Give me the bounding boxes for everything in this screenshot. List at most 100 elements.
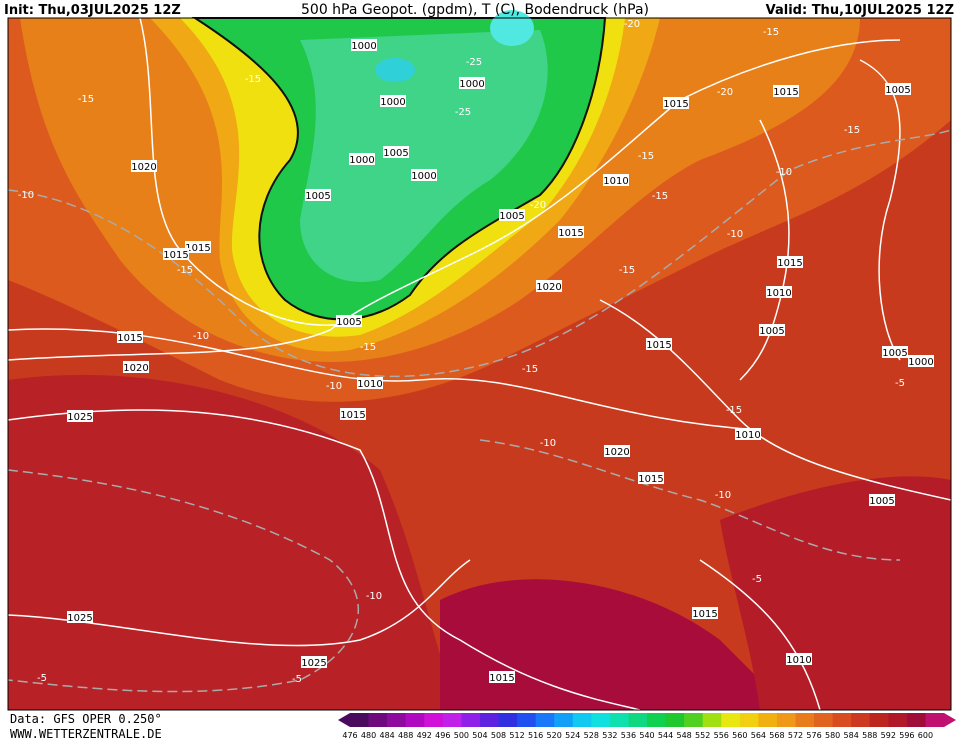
pressure-label: 1005: [305, 189, 331, 202]
pressure-label-text: 1005: [383, 148, 408, 159]
pressure-label-box: [185, 241, 211, 253]
pressure-label: 1015: [663, 97, 689, 110]
colorbar-label: 512: [509, 731, 524, 740]
colorbar-label: 508: [491, 731, 506, 740]
pressure-label: 1005: [499, 209, 525, 222]
colorbar-label: 548: [676, 731, 691, 740]
colorbar-label: 532: [602, 731, 617, 740]
temperature-label-text: -15: [638, 151, 654, 162]
colorbar-swatch: [869, 713, 889, 727]
temperature-label: -5: [37, 673, 47, 684]
pressure-label: 1015: [163, 248, 189, 261]
isotherms: [7, 129, 952, 693]
pressure-label-text: 1000: [459, 79, 484, 90]
pressure-label-box: [558, 226, 584, 238]
colorbar-label: 536: [621, 731, 636, 740]
pressure-label-box: [638, 472, 664, 484]
pressure-label: 1005: [383, 146, 409, 159]
pressure-label-text: 1010: [603, 176, 628, 187]
pressure-label-box: [786, 653, 812, 665]
temperature-label-text: -10: [776, 167, 792, 178]
valid-time: Valid: Thu,10JUL2025 12Z: [766, 3, 954, 18]
temperature-label: -15: [360, 342, 376, 353]
pressure-label: 1020: [131, 160, 157, 173]
colorbar-swatch: [554, 713, 574, 727]
pressure-label: 1015: [773, 85, 799, 98]
colorbar-swatch: [628, 713, 648, 727]
temperature-label: -25: [455, 107, 471, 118]
temperature-label: -10: [326, 381, 342, 392]
colorbar-swatch: [647, 713, 667, 727]
pressure-label: 1020: [604, 445, 630, 458]
pressure-label-text: 1000: [380, 97, 405, 108]
temperature-label-text: -15: [844, 125, 860, 136]
colorbar-swatch: [851, 713, 871, 727]
colorbar-swatch: [479, 713, 499, 727]
pressure-label-text: 1010: [766, 288, 791, 299]
colorbar-label: 476: [342, 731, 357, 740]
contour-labels: 1000100010001000100510001005100510151015…: [18, 19, 934, 685]
pressure-label-text: 1015: [489, 673, 514, 684]
temperature-label: -10: [366, 591, 382, 602]
temperature-label: -15: [522, 364, 538, 375]
pressure-label-text: 1015: [663, 99, 688, 110]
colorbar-label: 600: [918, 731, 933, 740]
temperature-label-text: -15: [522, 364, 538, 375]
pressure-label-text: 1015: [692, 609, 717, 620]
temperature-label: -10: [727, 229, 743, 240]
pressure-label-text: 1000: [349, 155, 374, 166]
pressure-label-text: 1025: [67, 412, 92, 423]
colorbar-swatch: [795, 713, 815, 727]
colorbar-swatch: [424, 713, 444, 727]
colorbar-swatch: [684, 713, 704, 727]
temperature-label: -15: [652, 191, 668, 202]
field-cyan: [490, 10, 534, 46]
pressure-label: 1000: [411, 169, 437, 182]
pressure-label-text: 1020: [123, 363, 148, 374]
pressure-label-text: 1020: [131, 162, 156, 173]
colorbar-label: 576: [806, 731, 821, 740]
pressure-label-box: [735, 428, 761, 440]
colorbar-swatch: [776, 713, 796, 727]
temperature-label: -15: [844, 125, 860, 136]
colorbar-label: 568: [769, 731, 784, 740]
isobar: [7, 39, 901, 361]
temperature-label-text: -25: [466, 57, 482, 68]
pressure-label: 1010: [357, 377, 383, 390]
pressure-label-text: 1010: [357, 379, 382, 390]
data-source: Data: GFS OPER 0.250°: [10, 712, 162, 726]
colorbar-label: 496: [435, 731, 450, 740]
pressure-label: 1005: [336, 315, 362, 328]
temperature-label-text: -10: [366, 591, 382, 602]
temperature-label: -15: [177, 265, 193, 276]
pressure-label: 1005: [885, 83, 911, 96]
pressure-label-box: [163, 248, 189, 260]
temperature-label: -20: [717, 87, 733, 98]
colorbar-swatch: [758, 713, 778, 727]
temperature-label-text: -10: [715, 490, 731, 501]
pressure-label: 1015: [558, 226, 584, 239]
pressure-label-text: 1005: [759, 326, 784, 337]
colorbar-label: 544: [658, 731, 673, 740]
pressure-label: 1005: [759, 324, 785, 337]
pressure-label: 1015: [777, 256, 803, 269]
temperature-label-text: -25: [455, 107, 471, 118]
pressure-label: 1005: [869, 494, 895, 507]
colorbar-label: 480: [361, 731, 376, 740]
pressure-label-text: 1020: [536, 282, 561, 293]
pressure-label: 1020: [536, 280, 562, 293]
pressure-label: 1015: [340, 408, 366, 421]
pressure-label-box: [692, 607, 718, 619]
pressure-label-box: [773, 85, 799, 97]
pressure-label-box: [357, 377, 383, 389]
temperature-label: -10: [18, 190, 34, 201]
pressure-label-box: [305, 189, 331, 201]
temperature-label: -5: [752, 574, 762, 585]
colorbar-label: 556: [714, 731, 729, 740]
isotherm: [7, 469, 359, 693]
colorbar-label: 584: [844, 731, 859, 740]
colorbar-swatch: [814, 713, 834, 727]
pressure-label: 1025: [301, 656, 327, 669]
colorbar-swatch: [517, 713, 537, 727]
